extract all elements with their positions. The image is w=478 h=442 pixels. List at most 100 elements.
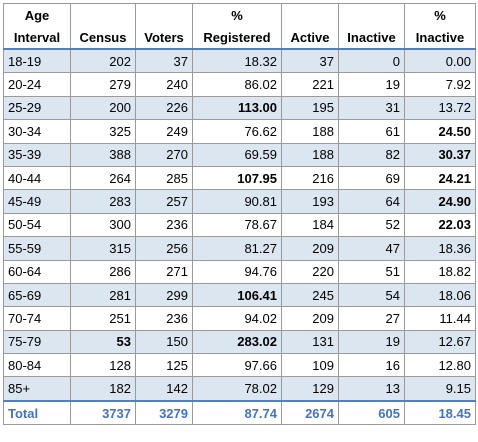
header-voters: Voters bbox=[135, 26, 193, 50]
cell-active: 209 bbox=[281, 236, 339, 261]
table-row: 20-24 279 240 86.02 221 19 7.92 bbox=[3, 72, 476, 97]
cell-age-interval: 25-29 bbox=[3, 95, 71, 121]
total-percent-registered: 87.74 bbox=[192, 399, 282, 426]
cell-active: 221 bbox=[281, 72, 339, 97]
cell-age-interval: 65-69 bbox=[3, 282, 71, 308]
cell-percent-registered: 78.67 bbox=[192, 212, 282, 238]
header-census-top bbox=[70, 3, 136, 26]
cell-percent-inactive: 24.90 bbox=[404, 189, 476, 214]
total-label: Total bbox=[3, 399, 71, 426]
cell-percent-inactive: 7.92 bbox=[404, 72, 476, 97]
cell-active: 216 bbox=[281, 165, 339, 191]
cell-voters: 37 bbox=[135, 48, 193, 74]
cell-census: 286 bbox=[70, 259, 136, 284]
cell-age-interval: 55-59 bbox=[3, 236, 71, 261]
table-row: 18-19 202 37 18.32 37 0 0.00 bbox=[3, 48, 476, 74]
cell-active: 188 bbox=[281, 119, 339, 144]
cell-census: 388 bbox=[70, 142, 136, 167]
table-body: 18-19 202 37 18.32 37 0 0.00 20-24 279 240 86.02 22… bbox=[3, 48, 476, 402]
cell-percent-registered: 76.62 bbox=[192, 119, 282, 144]
cell-active: 184 bbox=[281, 212, 339, 238]
cell-age-interval: 50-54 bbox=[3, 212, 71, 238]
cell-percent-inactive: 24.21 bbox=[404, 165, 476, 191]
cell-percent-registered: 107.95 bbox=[192, 165, 282, 191]
cell-age-interval: 20-24 bbox=[3, 72, 71, 97]
cell-census: 182 bbox=[70, 376, 136, 402]
header-inactive-percent: Inactive bbox=[404, 26, 476, 50]
cell-age-interval: 35-39 bbox=[3, 142, 71, 167]
table-row: 70-74 251 236 94.02 209 27 11.44 bbox=[3, 306, 476, 331]
cell-age-interval: 80-84 bbox=[3, 353, 71, 378]
cell-age-interval: 75-79 bbox=[3, 329, 71, 355]
total-voters: 3279 bbox=[135, 399, 193, 426]
cell-percent-inactive: 9.15 bbox=[404, 376, 476, 402]
cell-percent-registered: 86.02 bbox=[192, 72, 282, 97]
cell-voters: 236 bbox=[135, 212, 193, 238]
cell-percent-registered: 78.02 bbox=[192, 376, 282, 402]
cell-voters: 249 bbox=[135, 119, 193, 144]
cell-percent-inactive: 13.72 bbox=[404, 95, 476, 121]
cell-voters: 150 bbox=[135, 329, 193, 355]
cell-percent-inactive: 11.44 bbox=[404, 306, 476, 331]
cell-percent-registered: 113.00 bbox=[192, 95, 282, 121]
table-row: 65-69 281 299 106.41 245 54 18.06 bbox=[3, 282, 476, 308]
cell-percent-inactive: 30.37 bbox=[404, 142, 476, 167]
cell-census: 315 bbox=[70, 236, 136, 261]
cell-active: 245 bbox=[281, 282, 339, 308]
cell-active: 188 bbox=[281, 142, 339, 167]
cell-age-interval: 45-49 bbox=[3, 189, 71, 214]
table-row: 35-39 388 270 69.59 188 82 30.37 bbox=[3, 142, 476, 167]
header-row-1: Age % % bbox=[3, 3, 476, 26]
cell-percent-registered: 94.02 bbox=[192, 306, 282, 331]
cell-percent-inactive: 18.36 bbox=[404, 236, 476, 261]
total-percent-inactive: 18.45 bbox=[404, 399, 476, 426]
table-row: 60-64 286 271 94.76 220 51 18.82 bbox=[3, 259, 476, 284]
cell-inactive: 16 bbox=[338, 353, 405, 378]
cell-active: 220 bbox=[281, 259, 339, 284]
cell-age-interval: 30-34 bbox=[3, 119, 71, 144]
cell-active: 131 bbox=[281, 329, 339, 355]
cell-inactive: 19 bbox=[338, 72, 405, 97]
cell-age-interval: 60-64 bbox=[3, 259, 71, 284]
cell-inactive: 0 bbox=[338, 48, 405, 74]
cell-inactive: 64 bbox=[338, 189, 405, 214]
total-inactive: 605 bbox=[338, 399, 405, 426]
table-row: 75-79 53 150 283.02 131 19 12.67 bbox=[3, 329, 476, 355]
cell-inactive: 52 bbox=[338, 212, 405, 238]
cell-age-interval: 40-44 bbox=[3, 165, 71, 191]
cell-age-interval: 18-19 bbox=[3, 48, 71, 74]
age-registration-table: Age % % Interval Census Voters Registere… bbox=[3, 3, 476, 426]
cell-inactive: 51 bbox=[338, 259, 405, 284]
header-inactive-top bbox=[338, 3, 405, 26]
cell-inactive: 47 bbox=[338, 236, 405, 261]
cell-percent-registered: 69.59 bbox=[192, 142, 282, 167]
table-row: 30-34 325 249 76.62 188 61 24.50 bbox=[3, 119, 476, 144]
cell-census: 202 bbox=[70, 48, 136, 74]
table-footer: Total 3737 3279 87.74 2674 605 18.45 bbox=[3, 399, 476, 426]
cell-inactive: 27 bbox=[338, 306, 405, 331]
cell-inactive: 82 bbox=[338, 142, 405, 167]
cell-percent-registered: 283.02 bbox=[192, 329, 282, 355]
cell-active: 209 bbox=[281, 306, 339, 331]
header-active: Active bbox=[281, 26, 339, 50]
cell-voters: 240 bbox=[135, 72, 193, 97]
cell-percent-inactive: 12.80 bbox=[404, 353, 476, 378]
header-percent-inactive-top: % bbox=[404, 3, 476, 26]
table-row: 45-49 283 257 90.81 193 64 24.90 bbox=[3, 189, 476, 214]
cell-census: 281 bbox=[70, 282, 136, 308]
cell-inactive: 54 bbox=[338, 282, 405, 308]
cell-percent-registered: 97.66 bbox=[192, 353, 282, 378]
cell-percent-registered: 81.27 bbox=[192, 236, 282, 261]
table-row: 55-59 315 256 81.27 209 47 18.36 bbox=[3, 236, 476, 261]
cell-active: 109 bbox=[281, 353, 339, 378]
cell-voters: 271 bbox=[135, 259, 193, 284]
header-voters-top bbox=[135, 3, 193, 26]
cell-inactive: 69 bbox=[338, 165, 405, 191]
cell-census: 264 bbox=[70, 165, 136, 191]
header-inactive: Inactive bbox=[338, 26, 405, 50]
cell-percent-inactive: 22.03 bbox=[404, 212, 476, 238]
cell-active: 193 bbox=[281, 189, 339, 214]
table-row: 40-44 264 285 107.95 216 69 24.21 bbox=[3, 165, 476, 191]
cell-percent-registered: 94.76 bbox=[192, 259, 282, 284]
cell-voters: 299 bbox=[135, 282, 193, 308]
